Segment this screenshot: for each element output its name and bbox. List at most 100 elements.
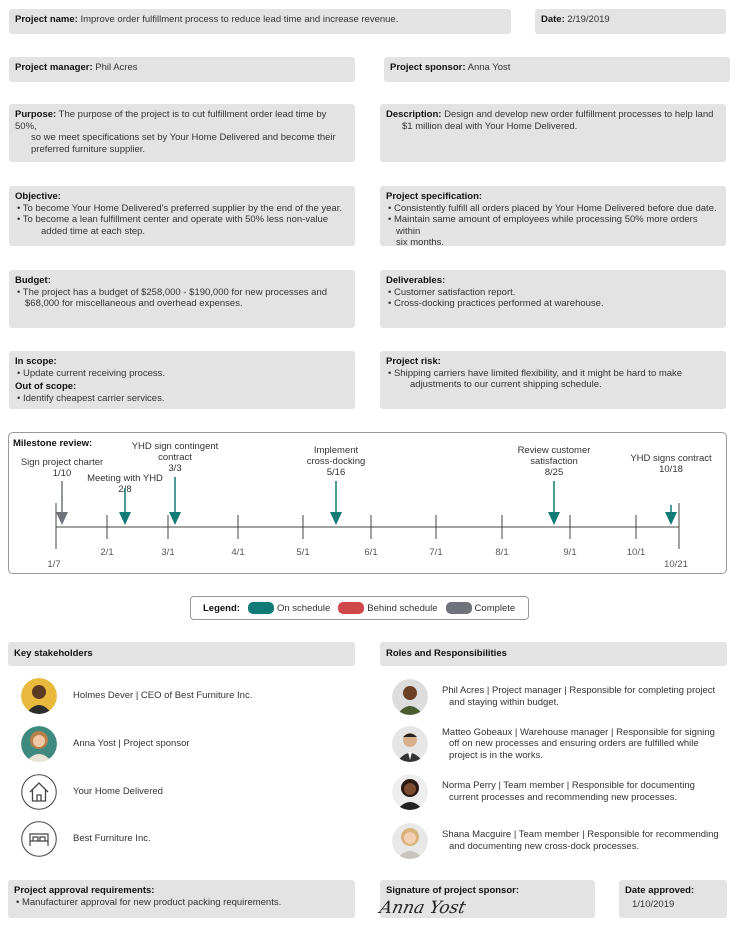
role-item: Norma Perry | Team member | Responsible … (392, 774, 695, 810)
description-label: Description: (386, 109, 442, 120)
stakeholder-text: Holmes Dever | CEO of Best Furniture Inc… (73, 690, 253, 702)
milestone-label: contract (158, 452, 192, 463)
role-avatar (392, 774, 428, 810)
signature-box: Signature of project sponsor: (380, 880, 595, 918)
role-item: Shana Macguire | Team member | Responsib… (392, 823, 719, 859)
objective-label: Objective: (15, 191, 61, 202)
role-line: and staying within budget. (449, 697, 559, 708)
role-avatar (392, 823, 428, 859)
date-approved-box: Date approved: 1/10/2019 (619, 880, 727, 918)
timeline-start-label: 1/7 (47, 559, 60, 570)
project-name-box: Project name: Improve order fulfillment … (9, 9, 511, 34)
milestone-review-panel: Milestone review: 1/7 10/21 2/1 3/1 4/1 5/1… (8, 432, 727, 574)
timeline-tick-label: 6/1 (364, 547, 377, 558)
role-avatar (392, 679, 428, 715)
role-line: project is in the works. (449, 749, 543, 761)
milestone-label: 5/16 (327, 467, 346, 478)
in-scope-item: Update current receiving process. (15, 368, 349, 380)
milestone-label: Sign project charter (21, 457, 103, 468)
approval-requirements-box: Project approval requirements: Manufactu… (8, 880, 355, 918)
stakeholder-text: Your Home Delivered (73, 786, 163, 798)
role-text: Shana Macguire | Team member | Responsib… (442, 829, 719, 852)
project-name-label: Project name: (15, 14, 78, 25)
milestone-marker (330, 512, 342, 525)
description-line: $1 million deal with Your Home Delivered… (402, 120, 578, 132)
timeline-end-label: 10/21 (664, 559, 688, 570)
project-sponsor-value: Anna Yost (467, 62, 511, 73)
bed-icon (21, 821, 57, 857)
approval-requirements-item: Manufacturer approval for new product pa… (14, 897, 349, 909)
milestone-label: 3/3 (168, 463, 181, 474)
specification-item: Maintain same amount of employees while … (386, 214, 720, 237)
budget-label: Budget: (15, 275, 51, 286)
milestone-label: 10/18 (659, 464, 683, 475)
milestone-label: YHD sign contingent (132, 441, 219, 452)
out-of-scope-label: Out of scope: (15, 381, 77, 393)
project-name-value: Improve order fulfillment process to red… (80, 14, 399, 25)
date-approved-value: 1/10/2019 (632, 898, 675, 910)
specification-label: Project specification: (386, 191, 483, 202)
milestone-timeline: 1/7 10/21 2/1 3/1 4/1 5/1 6/1 7/1 8/1 9/1 10/1 S… (21, 441, 712, 570)
role-line: Shana Macguire | Team member | Responsib… (442, 829, 719, 841)
legend-on-schedule-swatch (247, 602, 274, 614)
legend-complete: Complete (474, 602, 516, 614)
project-manager-value: Phil Acres (95, 62, 138, 73)
role-item: Phil Acres | Project manager | Responsib… (392, 679, 715, 715)
timeline-tick-label: 3/1 (161, 547, 174, 558)
timeline-tick-label: 7/1 (429, 547, 442, 558)
objective-item-cont: added time at each step. (41, 225, 146, 237)
role-line: Norma Perry | Team member | Responsible … (442, 780, 695, 792)
budget-box: Budget: The project has a budget of $258… (9, 270, 355, 328)
timeline-tick-label: 4/1 (231, 547, 244, 558)
approval-requirements-label: Project approval requirements: (14, 885, 155, 896)
milestone-marker (665, 512, 677, 525)
project-manager-label: Project manager: (15, 62, 93, 73)
stakeholder-item: Anna Yost | Project sponsor (21, 726, 190, 762)
legend-behind-schedule: Behind schedule (367, 602, 438, 614)
risk-box: Project risk: Shipping carriers have lim… (380, 351, 726, 409)
role-line: off on new processes and ensuring orders… (449, 738, 699, 750)
milestone-label: 1/10 (53, 468, 72, 479)
deliverables-box: Deliverables: Customer satisfaction repo… (380, 270, 726, 328)
stakeholder-item: Holmes Dever | CEO of Best Furniture Inc… (21, 678, 252, 714)
stakeholder-item: Your Home Delivered (21, 774, 163, 810)
deliverables-label: Deliverables: (386, 275, 446, 286)
timeline-tick-label: 5/1 (296, 547, 309, 558)
description-line: Design and develop new order fulfillment… (444, 109, 714, 120)
purpose-box: Purpose: The purpose of the project is t… (9, 104, 355, 162)
timeline-tick-label: 9/1 (563, 547, 576, 558)
legend-on-schedule: On schedule (276, 602, 331, 614)
specification-item-cont: six months. (396, 237, 445, 249)
role-line: current processes and recommending new p… (449, 792, 678, 803)
objective-box: Objective: To become Your Home Delivered… (9, 186, 355, 246)
stakeholder-avatar (21, 726, 57, 762)
milestone-label: Review customer (518, 445, 591, 456)
specification-item: Consistently fulfill all orders placed b… (386, 203, 720, 215)
budget-item-cont: $68,000 for miscellaneous and overhead e… (25, 298, 243, 310)
purpose-label: Purpose: (15, 109, 57, 120)
role-text: Phil Acres | Project manager | Responsib… (442, 685, 715, 708)
milestone-label: YHD signs contract (630, 453, 712, 464)
milestone-label: Implement (314, 445, 359, 456)
milestone-marker (548, 512, 560, 525)
budget-item: The project has a budget of $258,000 - $… (15, 287, 349, 299)
stakeholder-item: Best Furniture Inc. (21, 821, 151, 857)
legend: Legend: On schedule Behind schedule Comp… (190, 596, 529, 620)
roles-header: Roles and Responsibilities (380, 642, 727, 666)
project-sponsor-box: Project sponsor: Anna Yost (384, 57, 730, 82)
role-line: and documenting new cross-dock processes… (449, 841, 640, 852)
stakeholder-text: Anna Yost | Project sponsor (73, 738, 190, 750)
house-icon (21, 774, 57, 810)
risk-item-cont: adjustments to our current shipping sche… (410, 379, 602, 391)
purpose-line: preferred furniture supplier. (31, 143, 146, 155)
timeline-tick-label: 2/1 (100, 547, 113, 558)
date-value: 2/19/2019 (567, 14, 610, 25)
deliverables-item: Cross-docking practices performed at war… (386, 298, 720, 310)
risk-item: Shipping carriers have limited flexibili… (386, 368, 720, 380)
signature-label: Signature of project sponsor: (386, 885, 520, 896)
milestone-label: 8/25 (545, 467, 564, 478)
role-line: Phil Acres | Project manager | Responsib… (442, 685, 716, 697)
milestone-label: cross-docking (307, 456, 366, 467)
date-approved-label: Date approved: (625, 885, 695, 896)
role-item: Matteo Gobeaux | Warehouse manager | Res… (392, 726, 715, 762)
